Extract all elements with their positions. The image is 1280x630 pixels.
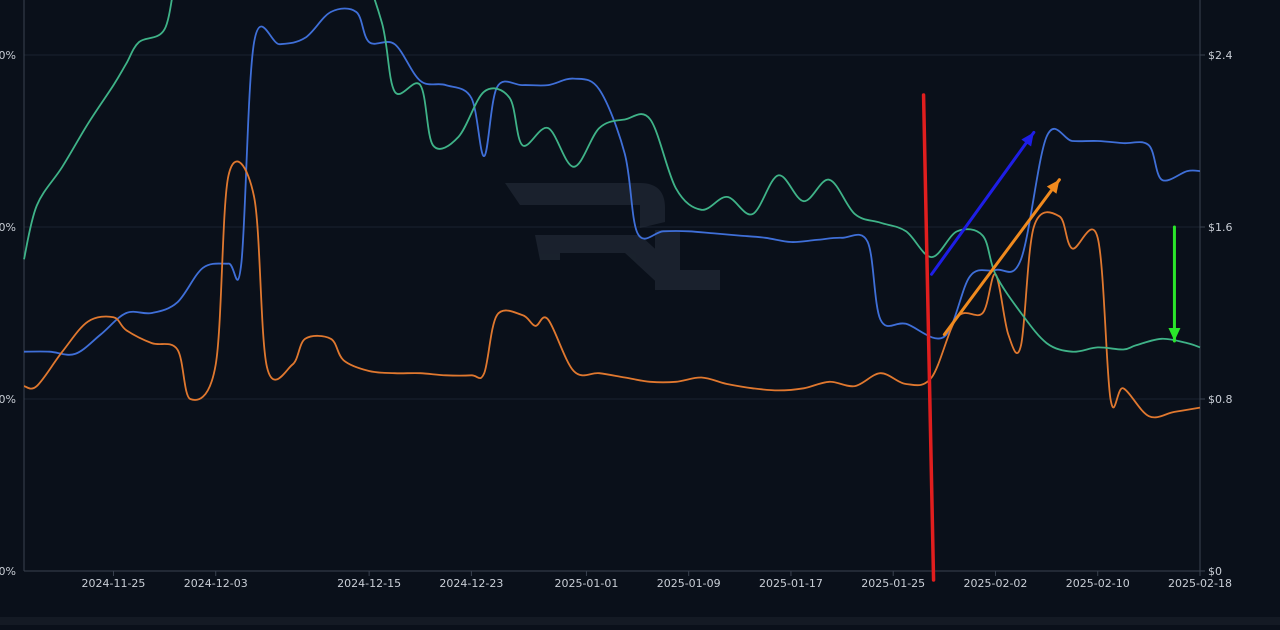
series-line-1 bbox=[23, 7, 1201, 356]
x-tick-label: 2025-01-25 bbox=[861, 577, 925, 590]
trend-arrow-2-head bbox=[1046, 179, 1060, 194]
right-tick-label: $0 bbox=[1208, 565, 1222, 578]
bottom-strip bbox=[0, 617, 1280, 625]
grid-layer bbox=[24, 54, 1200, 400]
x-tick-label: 2025-01-17 bbox=[759, 577, 823, 590]
trend-arrow-1 bbox=[930, 130, 1036, 276]
axis-layer: $0 $0.8 $1.6 $2.4 0% 0% 0% 0% 2024-11-25 2024-12-… bbox=[0, 0, 1233, 590]
watermark-logo bbox=[505, 183, 720, 290]
x-tick-label: 2024-12-03 bbox=[184, 577, 248, 590]
trend-arrow-2 bbox=[942, 178, 1061, 336]
right-tick-label: $2.4 bbox=[1208, 49, 1233, 62]
left-tick-label: 0% bbox=[0, 393, 16, 406]
left-tick-label: 0% bbox=[0, 221, 16, 234]
x-tick-label: 2025-02-02 bbox=[964, 577, 1028, 590]
x-tick-label: 2024-11-25 bbox=[82, 577, 146, 590]
right-tick-label: $1.6 bbox=[1208, 221, 1233, 234]
left-tick-label: 0% bbox=[0, 49, 16, 62]
series-layer bbox=[23, 0, 1201, 419]
series-line-2 bbox=[23, 160, 1201, 419]
series-line-3 bbox=[23, 0, 1201, 353]
trend-arrow-1-shaft bbox=[930, 130, 1036, 276]
green-down-arrow-head bbox=[1168, 327, 1181, 341]
red-vertical-marker bbox=[921, 93, 936, 582]
x-tick-label: 2025-01-01 bbox=[554, 577, 618, 590]
x-tick-label: 2024-12-15 bbox=[337, 577, 401, 590]
trend-arrow-2-shaft bbox=[942, 178, 1061, 336]
annotation-layer bbox=[921, 93, 1181, 582]
x-tick-label: 2025-02-10 bbox=[1066, 577, 1130, 590]
right-tick-label: $0.8 bbox=[1208, 393, 1233, 406]
x-tick-label: 2025-02-18 bbox=[1168, 577, 1232, 590]
x-tick-label: 2024-12-23 bbox=[439, 577, 503, 590]
green-down-arrow bbox=[1168, 225, 1181, 343]
trend-arrow-1-head bbox=[1021, 132, 1034, 147]
left-tick-label: 0% bbox=[0, 565, 16, 578]
x-tick-label: 2025-01-09 bbox=[657, 577, 721, 590]
